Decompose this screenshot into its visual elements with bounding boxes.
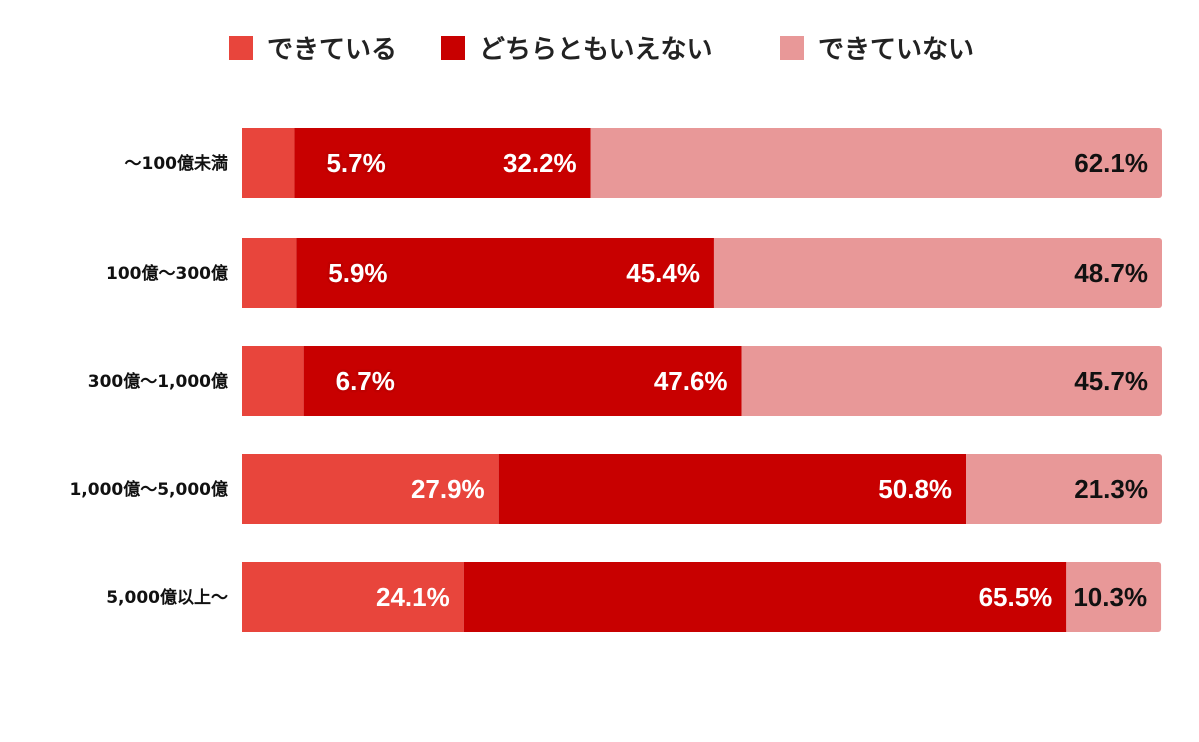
bar-segment: [713, 238, 1162, 308]
bar-row: [242, 346, 1162, 416]
value-label: 27.9%: [411, 474, 485, 504]
value-label: 45.4%: [626, 258, 700, 288]
value-labels: 5.7% 32.2% 62.1% 5.9% 45.4% 48.7% 6.7% 47.6% 45.…: [324, 146, 1148, 613]
value-label: 65.5%: [979, 582, 1053, 612]
bar-row: [242, 238, 1162, 308]
category-label: 1,000億〜5,000億: [69, 479, 228, 500]
category-labels: 〜100億未満 100億〜300億 300億〜1,000億 1,000億〜5,000億…: [69, 153, 228, 608]
legend-swatch: [229, 36, 253, 60]
bar-segment: [303, 346, 742, 416]
value-label: 6.7%: [336, 366, 395, 396]
bar-segment: [242, 128, 295, 198]
category-label: 300億〜1,000億: [88, 371, 228, 392]
bar-segment: [463, 562, 1067, 632]
legend-item: できていない: [780, 35, 974, 65]
legend-swatch: [780, 36, 804, 60]
bar-segment-join: [713, 238, 720, 308]
value-label: 45.7%: [1074, 366, 1148, 396]
legend-label: どちらともいえない: [479, 35, 712, 65]
bar-segment-join: [1066, 562, 1073, 632]
bar-segment-join: [590, 128, 597, 198]
bar-segment: [590, 128, 1162, 198]
bar-row: [242, 454, 1162, 524]
value-label: 5.7%: [326, 148, 385, 178]
bar-row: [242, 128, 1162, 198]
bar-segment: [242, 238, 297, 308]
value-label: 32.2%: [503, 148, 577, 178]
value-label: 50.8%: [878, 474, 952, 504]
legend-item: どちらともいえない: [441, 35, 712, 65]
bars: [242, 128, 1162, 632]
legend-label: できていない: [818, 35, 974, 65]
bar-segment: [741, 346, 1162, 416]
category-label: 5,000億以上〜: [106, 587, 228, 608]
value-label: 21.3%: [1074, 474, 1148, 504]
bar-segment: [294, 128, 591, 198]
bar-segment: [966, 454, 1162, 524]
legend-label: できている: [267, 35, 397, 65]
bar-segment: [1066, 562, 1162, 632]
value-label: 24.1%: [376, 582, 450, 612]
value-label: 10.3%: [1073, 582, 1147, 612]
legend-item: できている: [229, 35, 397, 65]
category-label: 〜100億未満: [125, 153, 229, 174]
bar-segment: [242, 562, 464, 632]
value-label: 47.6%: [654, 366, 728, 396]
bar-segment: [296, 238, 714, 308]
bar-segment-join: [741, 346, 748, 416]
bar-segment: [498, 454, 967, 524]
value-label: 48.7%: [1074, 258, 1148, 288]
bar-segment: [242, 346, 304, 416]
bar-segment: [242, 454, 499, 524]
legend-swatch: [441, 36, 465, 60]
value-label: 5.9%: [328, 258, 387, 288]
value-label: 62.1%: [1074, 148, 1148, 178]
bar-segment-join: [966, 454, 973, 524]
legend: できている どちらともいえない できていない: [229, 35, 974, 65]
category-label: 100億〜300億: [106, 263, 228, 284]
bar-row: [242, 562, 1162, 632]
